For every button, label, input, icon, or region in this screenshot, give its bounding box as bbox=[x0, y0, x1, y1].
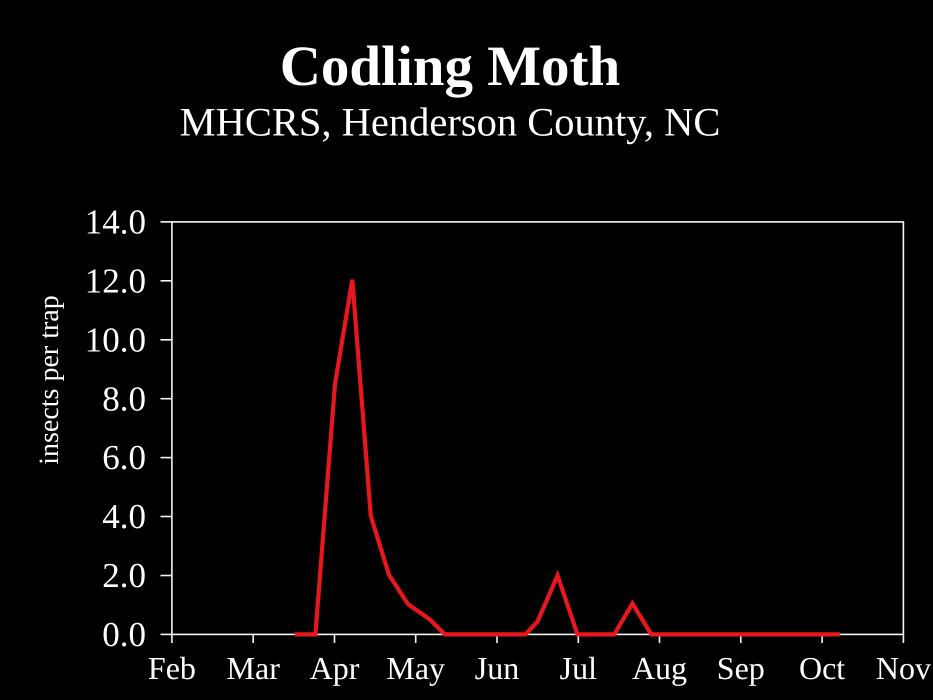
svg-text:May: May bbox=[386, 650, 445, 686]
svg-text:Mar: Mar bbox=[227, 650, 281, 686]
svg-text:Jul: Jul bbox=[560, 650, 597, 686]
svg-text:4.0: 4.0 bbox=[102, 497, 146, 536]
svg-text:Codling Moth: Codling Moth bbox=[280, 35, 620, 98]
svg-text:Feb: Feb bbox=[148, 650, 196, 686]
svg-text:insects per trap: insects per trap bbox=[34, 295, 65, 465]
svg-text:Nov: Nov bbox=[876, 650, 931, 686]
svg-text:14.0: 14.0 bbox=[85, 203, 146, 242]
svg-text:8.0: 8.0 bbox=[102, 379, 146, 418]
svg-text:MHCRS, Henderson County, NC: MHCRS, Henderson County, NC bbox=[180, 100, 721, 145]
svg-text:2.0: 2.0 bbox=[102, 556, 146, 595]
svg-text:Aug: Aug bbox=[632, 650, 687, 686]
svg-text:Oct: Oct bbox=[799, 650, 845, 686]
svg-text:0.0: 0.0 bbox=[102, 615, 146, 654]
svg-text:Sep: Sep bbox=[717, 650, 765, 686]
svg-text:12.0: 12.0 bbox=[85, 261, 146, 300]
svg-text:10.0: 10.0 bbox=[85, 320, 146, 359]
svg-text:Jun: Jun bbox=[475, 650, 519, 686]
svg-text:6.0: 6.0 bbox=[102, 438, 146, 477]
svg-text:Apr: Apr bbox=[310, 650, 360, 686]
